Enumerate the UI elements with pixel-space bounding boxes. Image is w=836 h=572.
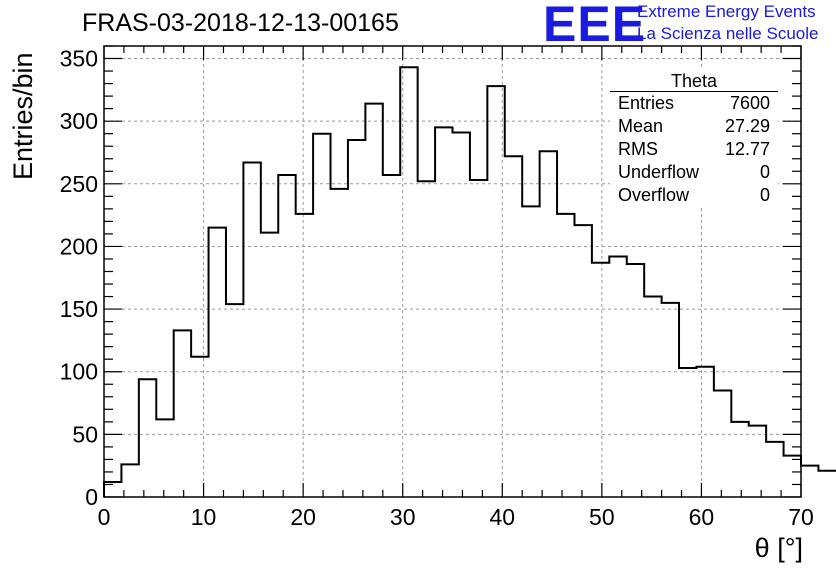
stats-label: Mean [618,116,664,136]
stats-label: Overflow [618,185,690,205]
tick-labels: 0 10 20 30 40 50 60 70 0 50 100 150 200 250 300 350 [60,46,814,530]
x-axis-title: θ [°] [754,533,803,563]
x-tick-label: 70 [788,504,814,530]
stats-label: Underflow [618,162,700,182]
stats-title: Theta [670,71,718,91]
grid-lines [104,46,801,497]
y-tick-label: 100 [60,359,98,385]
y-tick-label: 350 [60,46,98,72]
y-tick-label: 200 [60,233,98,259]
stats-value: 27.29 [724,116,770,136]
y-tick-label: 250 [60,171,98,197]
stats-value: 12.77 [724,139,770,159]
x-tick-label: 30 [390,504,416,530]
logo-line-1: Extreme Energy Events [637,2,816,21]
x-tick-label: 60 [689,504,715,530]
y-tick-label: 0 [85,484,98,510]
eee-logo: EEE [543,0,647,52]
axis-ticks [103,45,802,498]
stats-value: 0 [759,162,770,182]
x-tick-label: 20 [290,504,316,530]
chart-title: FRAS-03-2018-12-13-00165 [82,9,399,37]
x-tick-label: 0 [98,504,111,530]
stats-value: 0 [759,185,770,205]
stats-box: Theta Entries 7600 Mean 27.29 RMS 12.77 … [610,70,778,208]
stats-label: RMS [618,139,658,159]
stats-label: Entries [618,93,675,113]
x-tick-label: 40 [489,504,515,530]
y-tick-label: 150 [60,296,98,322]
x-tick-label: 10 [191,504,217,530]
stats-separator [610,91,778,92]
logo-line-2: La Scienza nelle Scuole [637,24,819,43]
y-tick-label: 50 [72,421,98,447]
y-tick-label: 300 [60,108,98,134]
x-tick-label: 50 [589,504,615,530]
plot-frame [103,45,802,498]
y-axis-title: Entries/bin [8,52,38,180]
stats-value: 7600 [729,93,770,113]
